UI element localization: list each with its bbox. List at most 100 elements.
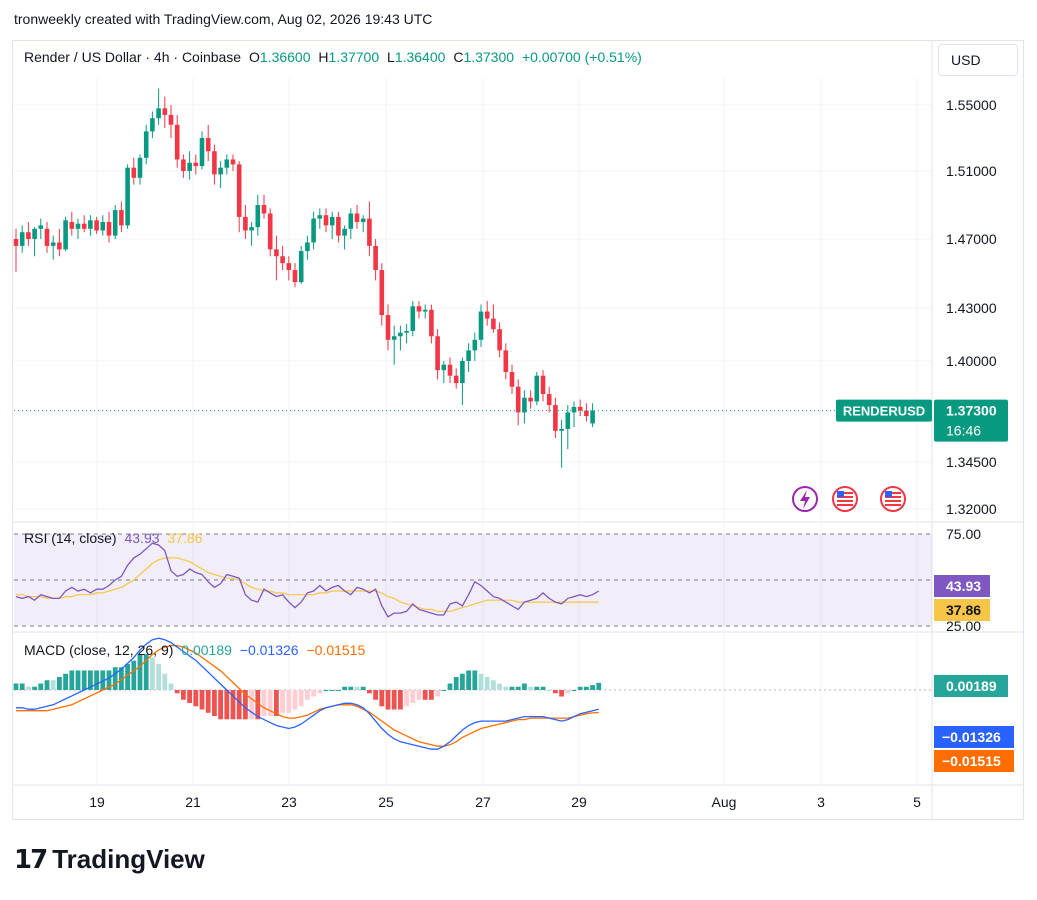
symbol-legend: Render / US Dollar · 4h · Coinbase O1.36…	[24, 49, 646, 65]
candle-body	[342, 228, 347, 236]
candle-body	[323, 215, 329, 226]
candle-body	[305, 242, 310, 252]
candle-body	[416, 306, 422, 312]
macd-histogram-bar	[32, 686, 37, 690]
time-tick-label: 5	[913, 794, 921, 810]
rsi-level-label: 25.00	[946, 618, 981, 634]
candle-body	[503, 350, 509, 373]
macd-histogram-bar	[336, 690, 341, 691]
us-flag-icon	[832, 486, 858, 512]
us-flag-stripe	[885, 504, 901, 506]
price-tick-label: 1.34500	[946, 454, 997, 470]
candle-body	[478, 311, 484, 340]
candle-body	[63, 220, 68, 250]
candle-body	[125, 167, 130, 226]
time-tick-label: 23	[281, 794, 297, 810]
macd-histogram-bar	[218, 690, 223, 720]
us-flag-stripe	[837, 496, 853, 498]
macd-histogram-bar	[267, 690, 273, 717]
macd-histogram-bar	[342, 686, 347, 690]
candle-body	[441, 364, 447, 371]
rsi-ma-badge-text: 37.86	[946, 602, 981, 618]
macd-histogram-bar	[94, 670, 99, 690]
candle-body	[57, 242, 62, 250]
price-tick-label: 1.32000	[946, 501, 997, 517]
macd-histogram-bar	[26, 686, 31, 690]
time-tick-label: Aug	[712, 794, 737, 810]
price-badge-countdown: 16:46	[946, 423, 981, 439]
us-flag-stripe	[837, 500, 853, 502]
us-flag-icon	[880, 486, 906, 512]
tradingview-logo[interactable]: 17 TradingView	[14, 844, 205, 875]
symbol-name[interactable]: Render / US Dollar · 4h · Coinbase	[24, 49, 242, 65]
candle-body	[32, 228, 37, 239]
candle-body	[553, 405, 558, 431]
time-tick-label: 25	[378, 794, 394, 810]
macd-histogram-bar	[441, 690, 447, 691]
rsi-legend-value: 43.93	[124, 530, 160, 546]
macd-signal-line	[16, 644, 599, 747]
macd-legend-hist: 0.00189	[181, 642, 232, 658]
macd-histogram-bar	[255, 690, 261, 720]
candle-body	[429, 309, 434, 337]
macd-histogram-bar	[354, 686, 360, 690]
legend-close: C1.37300	[453, 49, 515, 65]
macd-histogram-bar	[181, 690, 186, 700]
candle-body	[435, 336, 440, 371]
candle-body	[255, 205, 261, 228]
macd-histogram-bar	[528, 686, 533, 690]
tradingview-logo-icon: 17	[14, 844, 48, 875]
candle-body	[292, 270, 298, 283]
macd-histogram-bar	[63, 673, 68, 690]
candle-body	[162, 108, 168, 115]
tradingview-logo-text: TradingView	[52, 844, 205, 874]
candle-body	[373, 245, 378, 271]
us-flag-canton	[837, 491, 844, 497]
macd-histogram-bar	[143, 654, 149, 690]
us-flag-stripe	[837, 504, 853, 506]
candle-body	[286, 263, 292, 271]
macd-histogram-bar	[205, 690, 211, 713]
price-tick-label: 1.47000	[946, 231, 997, 247]
macd-histogram-bar	[119, 667, 124, 690]
candle-body	[484, 311, 490, 319]
macd-signal-badge-text: −0.01515	[942, 753, 1001, 769]
price-badge	[934, 399, 1008, 442]
rsi-ma-badge	[934, 599, 990, 621]
macd-histogram-bar	[112, 667, 118, 690]
price-tick-label: 1.51000	[946, 163, 997, 179]
rsi-legend: RSI (14, close) 43.93 37.86	[24, 530, 206, 546]
macd-histogram-bar	[435, 690, 440, 697]
macd-histogram-bar	[19, 683, 25, 690]
macd-histogram-bar	[100, 670, 106, 690]
rsi-label[interactable]: RSI (14, close)	[24, 530, 117, 546]
currency-button[interactable]: USD	[938, 44, 1018, 76]
macd-histogram-bar	[590, 685, 595, 690]
candle-body	[385, 315, 391, 340]
macd-histogram-bar	[515, 686, 521, 690]
candle-body	[193, 162, 199, 167]
candle-body	[447, 364, 453, 376]
macd-histogram-bar	[348, 686, 354, 690]
candle-body	[274, 249, 279, 257]
macd-histogram-bar	[38, 683, 44, 690]
ticker-badge	[836, 399, 932, 422]
macd-histogram-bar	[534, 686, 540, 690]
macd-hist-badge-text: 0.00189	[946, 678, 997, 694]
candle-body	[559, 428, 564, 431]
macd-histogram-bar	[323, 690, 329, 691]
candle-body	[577, 406, 583, 411]
candle-body	[181, 159, 186, 171]
macd-histogram-bar	[106, 670, 112, 690]
candle-body	[106, 222, 112, 236]
candle-body	[515, 386, 521, 413]
macd-label[interactable]: MACD (close, 12, 26, 9)	[24, 642, 174, 658]
us-flag-icon-ring	[880, 486, 906, 512]
candle-body	[360, 218, 366, 222]
candle-body	[391, 336, 397, 340]
macd-histogram-bar	[472, 670, 478, 690]
macd-histogram-bar	[162, 673, 168, 690]
candle-body	[497, 329, 502, 351]
candle-body	[522, 397, 527, 413]
